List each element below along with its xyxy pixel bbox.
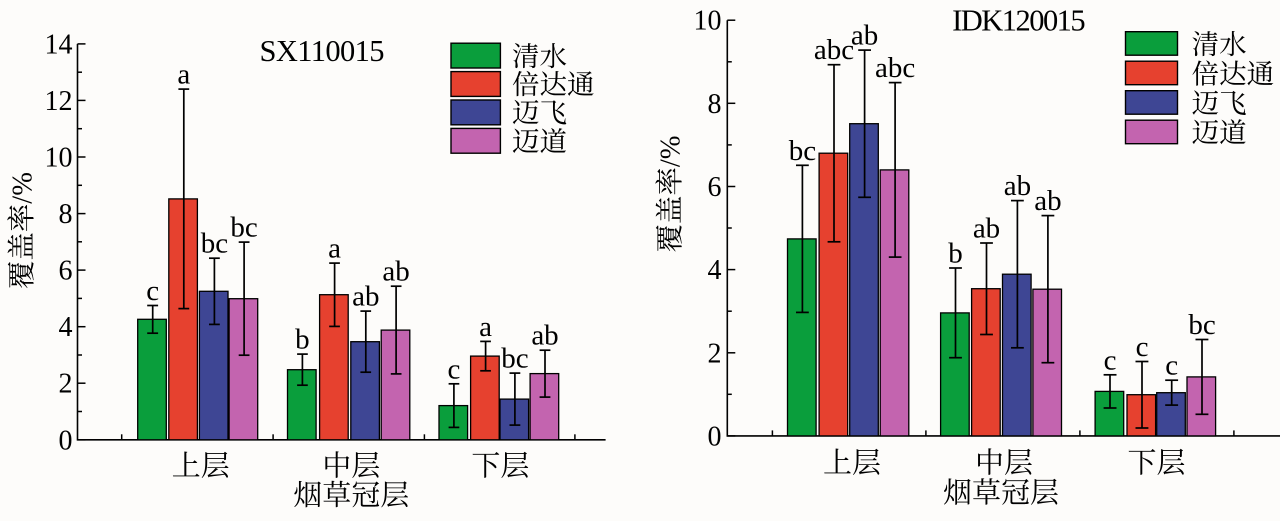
svg-text:4: 4 [708,255,722,286]
svg-text:ab: ab [352,281,379,313]
svg-text:ab: ab [1004,170,1031,202]
svg-text:IDK120015: IDK120015 [952,4,1086,38]
svg-text:abc: abc [875,52,915,84]
svg-text:ab: ab [531,320,558,352]
svg-text:c: c [1136,331,1149,363]
svg-text:a: a [328,233,341,265]
svg-text:abc: abc [814,34,854,66]
svg-text:ab: ab [851,20,878,52]
svg-text:SX110015: SX110015 [260,34,385,68]
svg-text:ab: ab [1034,185,1061,217]
svg-text:0: 0 [708,421,722,452]
svg-text:bc: bc [789,135,816,167]
svg-text:c: c [1165,350,1178,382]
svg-text:bc: bc [201,228,228,260]
svg-text:b: b [295,324,310,356]
svg-text:c: c [146,275,159,307]
svg-text:a: a [177,59,190,91]
svg-text:10: 10 [45,143,73,174]
svg-text:b: b [948,238,963,270]
svg-text:/%: /% [7,172,38,204]
svg-text:6: 6 [59,256,73,287]
svg-text:6: 6 [708,172,722,203]
svg-text:/%: /% [656,135,687,167]
svg-text:2: 2 [59,369,73,400]
svg-text:2: 2 [708,338,722,369]
svg-text:c: c [447,353,460,385]
svg-text:bc: bc [230,212,257,244]
svg-text:a: a [479,311,492,343]
svg-text:8: 8 [59,199,73,230]
svg-text:12: 12 [45,86,73,117]
svg-text:4: 4 [59,312,73,343]
svg-text:10: 10 [694,6,722,37]
svg-text:bc: bc [501,343,528,375]
svg-text:bc: bc [1188,309,1215,341]
svg-text:c: c [1104,344,1117,376]
svg-text:ab: ab [973,213,1000,245]
svg-text:0: 0 [59,425,73,456]
svg-text:8: 8 [708,89,722,120]
svg-text:ab: ab [382,256,409,288]
svg-text:14: 14 [45,29,73,60]
